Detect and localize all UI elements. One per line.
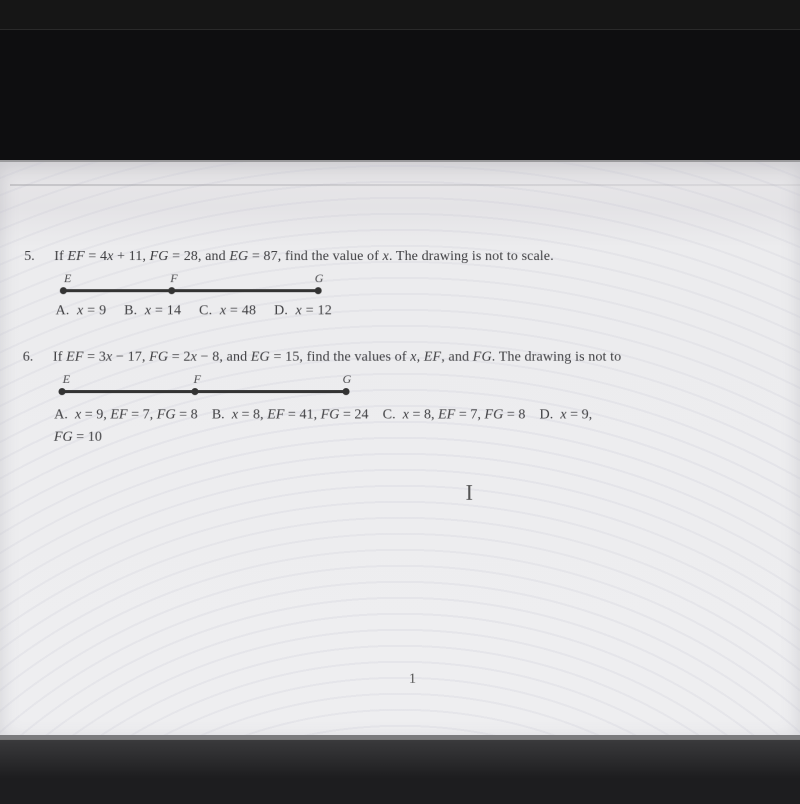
problem-number: 6. <box>23 350 49 366</box>
segment-line <box>62 285 800 295</box>
var-ef: EF <box>67 249 85 264</box>
choice-C[interactable]: C. x = 48 <box>199 303 256 319</box>
problem-6: 6. If EF = 3x − 17, FG = 2x − 8, and EG … <box>21 348 800 449</box>
choice-D[interactable]: D. x = 12 <box>274 303 332 319</box>
problem-5-text: If EF = 4x + 11, FG = 28, and EG = 87, f… <box>54 249 554 264</box>
txt: = 28, and <box>168 249 229 264</box>
point-F <box>168 287 175 294</box>
choice-C[interactable]: C. x = 8, EF = 7, FG = 8 <box>383 407 526 422</box>
letterbox-bottom <box>0 739 800 804</box>
point-G <box>342 388 349 395</box>
var-fg: FG <box>473 350 492 365</box>
letterbox-top <box>0 30 800 160</box>
var-ef: EF <box>424 350 441 365</box>
text-cursor-icon: I <box>466 479 473 506</box>
problem-6-choices: A. x = 9, EF = 7, FG = 8 B. x = 8, EF = … <box>54 404 800 448</box>
choice-A[interactable]: A. x = 9 <box>55 303 106 319</box>
worksheet-page: 5. If EF = 4x + 11, FG = 28, and EG = 87… <box>17 202 800 735</box>
point-F <box>191 388 198 395</box>
diagram-labels: E F G <box>61 372 800 386</box>
var-eg: EG <box>251 350 270 365</box>
problem-6-diagram: E F G <box>60 372 800 396</box>
txt: , and <box>441 350 473 365</box>
label-G: G <box>315 271 324 286</box>
choice-B[interactable]: B. x = 8, EF = 41, FG = 24 <box>212 407 369 422</box>
document-viewport: 5. If EF = 4x + 11, FG = 28, and EG = 87… <box>0 160 800 735</box>
segment <box>61 390 349 393</box>
label-E: E <box>63 372 71 387</box>
txt: If <box>53 350 66 365</box>
txt: , <box>417 350 424 365</box>
txt: . The drawing is not to scale. <box>389 249 554 264</box>
page-top-edge <box>10 184 800 186</box>
txt: = 2 <box>168 350 191 365</box>
problem-5-diagram: E F G <box>62 271 800 295</box>
problem-5-choices: A. x = 9 B. x = 14 C. x = 48 D. x = 12 <box>55 303 800 319</box>
problem-number: 5. <box>24 249 50 265</box>
segment <box>62 289 321 292</box>
choice-D[interactable]: D. x = 9, <box>539 407 592 422</box>
txt: = 87, find the value of <box>248 249 382 264</box>
diagram-labels: E F G <box>62 271 800 285</box>
problem-6-text: If EF = 3x − 17, FG = 2x − 8, and EG = 1… <box>53 350 622 365</box>
txt: = 3 <box>83 350 106 365</box>
txt: = 4 <box>85 249 108 264</box>
label-F: F <box>193 372 201 387</box>
segment-line <box>60 386 800 396</box>
point-E <box>58 388 65 395</box>
var-eg: EG <box>229 249 248 264</box>
txt: + 11, <box>113 249 149 264</box>
var-ef: EF <box>66 350 84 365</box>
var-fg: FG <box>149 350 168 365</box>
choice-A[interactable]: A. x = 9, EF = 7, FG = 8 <box>54 407 198 422</box>
choice-B[interactable]: B. x = 14 <box>124 303 181 319</box>
window-top-bar <box>0 0 800 30</box>
problem-5: 5. If EF = 4x + 11, FG = 28, and EG = 87… <box>23 247 800 319</box>
label-G: G <box>343 372 352 387</box>
choice-D-continued: FG = 10 <box>54 429 102 444</box>
txt: If <box>54 249 67 264</box>
txt: − 17, <box>112 350 149 365</box>
txt: . The drawing is not to <box>492 350 622 365</box>
label-E: E <box>64 271 72 286</box>
point-G <box>315 287 322 294</box>
label-F: F <box>170 271 177 286</box>
var-fg: FG <box>150 249 169 264</box>
point-E <box>60 287 67 294</box>
txt: = 15, find the values of <box>270 350 410 365</box>
page-number: 1 <box>409 671 416 688</box>
txt: − 8, and <box>197 350 251 365</box>
